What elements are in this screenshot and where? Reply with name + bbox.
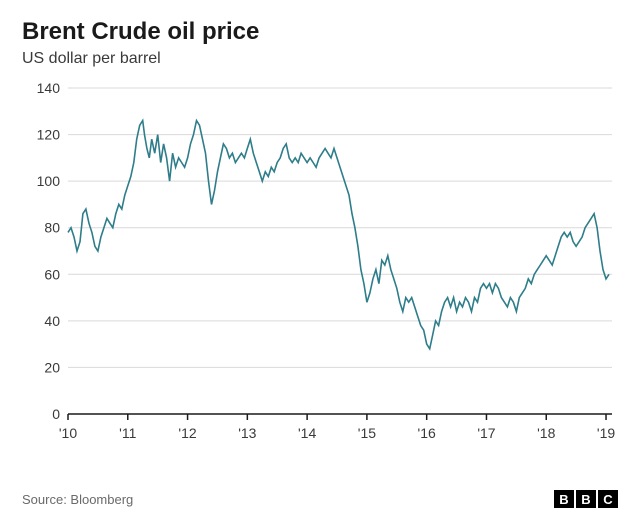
svg-text:'17: '17 bbox=[477, 425, 495, 441]
svg-text:40: 40 bbox=[44, 313, 60, 329]
svg-text:60: 60 bbox=[44, 266, 60, 282]
line-chart: 0 20 40 60 80 100 120 140 '10 '11 '12 '13 '14 '15 '16 '… bbox=[22, 80, 618, 460]
svg-text:'19: '19 bbox=[597, 425, 615, 441]
chart-title: Brent Crude oil price bbox=[22, 18, 618, 46]
chart-footer: Source: Bloomberg B B C bbox=[22, 490, 618, 508]
chart-area: 0 20 40 60 80 100 120 140 '10 '11 '12 '13 '14 '15 '16 '… bbox=[22, 80, 618, 460]
svg-text:20: 20 bbox=[44, 359, 60, 375]
source-label: Source: Bloomberg bbox=[22, 492, 133, 507]
svg-text:'13: '13 bbox=[238, 425, 256, 441]
svg-text:'15: '15 bbox=[358, 425, 376, 441]
chart-subtitle: US dollar per barrel bbox=[22, 50, 618, 68]
logo-letter: C bbox=[598, 490, 618, 508]
svg-text:'11: '11 bbox=[119, 425, 136, 441]
svg-text:0: 0 bbox=[52, 406, 60, 422]
svg-text:'10: '10 bbox=[59, 425, 77, 441]
svg-text:'14: '14 bbox=[298, 425, 316, 441]
logo-letter: B bbox=[576, 490, 596, 508]
svg-text:'12: '12 bbox=[178, 425, 196, 441]
svg-text:140: 140 bbox=[37, 80, 61, 96]
svg-text:100: 100 bbox=[37, 173, 61, 189]
svg-text:120: 120 bbox=[37, 127, 61, 143]
svg-text:'18: '18 bbox=[537, 425, 555, 441]
bbc-logo: B B C bbox=[554, 490, 618, 508]
svg-text:80: 80 bbox=[44, 220, 60, 236]
logo-letter: B bbox=[554, 490, 574, 508]
svg-text:'16: '16 bbox=[418, 425, 436, 441]
